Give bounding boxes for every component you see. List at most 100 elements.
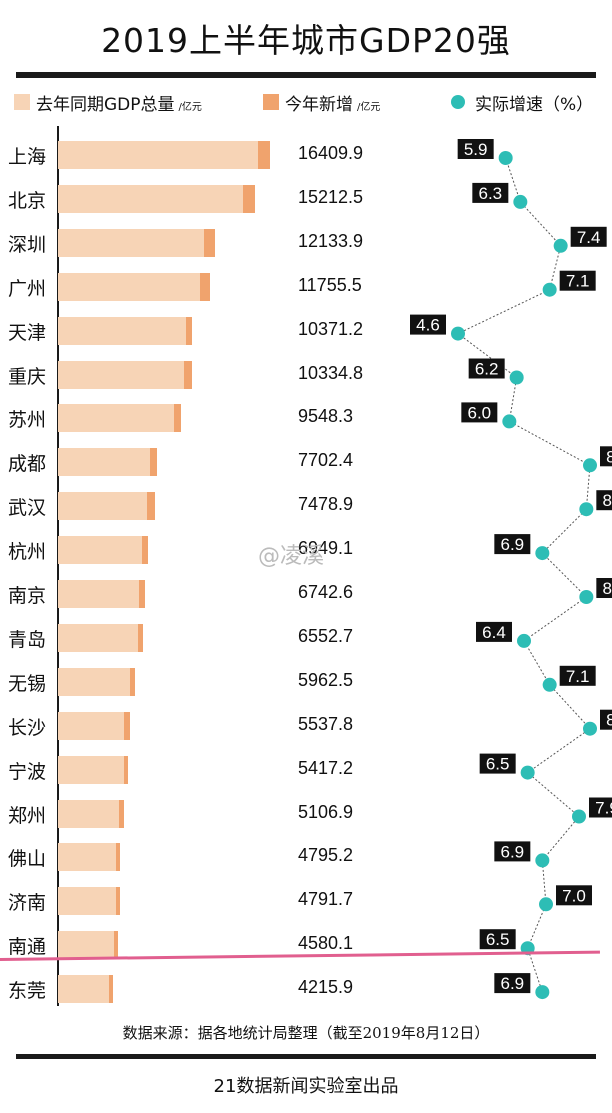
chart-row: 济南 4791.7 <box>0 879 612 923</box>
bar-prev-year <box>58 711 125 740</box>
watermark: @凌溪 <box>258 544 325 569</box>
growth-rate-label: 7.0 <box>562 886 586 905</box>
category-label: 北京 <box>8 189 47 212</box>
gdp-value-label: 5537.8 <box>298 713 354 734</box>
category-label: 济南 <box>8 892 47 915</box>
chart-row: 苏州 9548.3 <box>0 396 612 440</box>
legend-swatch-prev <box>14 94 30 110</box>
growth-rate-label-box <box>461 402 498 423</box>
growth-rate-label: 8.2 <box>606 711 612 730</box>
bar-prev-year <box>58 184 243 213</box>
growth-rate-point <box>498 151 513 165</box>
growth-rate-label-box <box>494 841 531 862</box>
growth-rate-label: 6.5 <box>486 930 510 949</box>
gdp-value-label: 15212.5 <box>298 186 364 207</box>
category-label: 郑州 <box>8 804 47 827</box>
bar-new-increase <box>141 536 148 565</box>
bar-prev-year <box>58 580 139 608</box>
growth-rate-label-box <box>559 665 596 686</box>
growth-rate-point <box>553 238 568 253</box>
category-label: 苏州 <box>8 409 47 432</box>
growth-rate-point <box>579 502 594 517</box>
bar-new-increase <box>203 228 215 257</box>
gdp-value-label: 9548.3 <box>298 406 354 427</box>
gdp-value-label: 7478.9 <box>298 494 354 515</box>
category-label: 南通 <box>8 936 47 959</box>
growth-rate-label-box <box>472 182 509 203</box>
bar-new-increase <box>113 931 118 960</box>
bar-prev-year <box>58 755 124 784</box>
gdp-value-label: 7702.4 <box>298 450 354 471</box>
bar-new-increase <box>186 316 192 345</box>
growth-rate-point <box>572 809 586 824</box>
chart-row: 杭州 6949.1 <box>0 528 612 572</box>
legend-item-new: 今年新增/亿元 <box>285 95 381 115</box>
gdp-value-label: 4580.1 <box>298 933 354 954</box>
bar-new-increase <box>174 404 182 433</box>
growth-rate-point <box>542 677 557 692</box>
growth-rate-label-box <box>494 534 531 555</box>
growth-rate-label-box <box>457 139 494 159</box>
bar-prev-year <box>58 316 187 345</box>
growth-rate-point <box>451 326 465 341</box>
growth-rate-label: 7.9 <box>595 799 612 818</box>
gdp-value-label: 10371.2 <box>298 318 364 339</box>
bar-new-increase <box>149 448 158 477</box>
bar-prev-year <box>58 843 116 872</box>
bar-new-increase <box>115 843 120 872</box>
category-label: 上海 <box>8 146 47 168</box>
growth-rate-line <box>457 157 591 993</box>
growth-rate-label: 6.0 <box>468 403 492 422</box>
bar-new-increase <box>258 141 270 169</box>
category-label: 武汉 <box>8 497 47 520</box>
growth-rate-label-box <box>570 226 607 247</box>
growth-rate-label-box <box>476 621 512 642</box>
chart-row: 深圳 12133.9 <box>0 221 612 265</box>
growth-rate-point <box>509 370 524 385</box>
category-axis <box>57 126 59 1006</box>
chart-row: 郑州 5106.9 <box>0 792 612 836</box>
category-label: 佛山 <box>8 848 47 871</box>
gdp-value-label: 4795.2 <box>298 845 354 866</box>
gdp-value-label: 5417.2 <box>298 757 354 778</box>
growth-rate-label-box <box>596 578 612 598</box>
category-label: 杭州 <box>8 541 47 564</box>
growth-rate-label: 6.3 <box>479 184 503 203</box>
bar-prev-year <box>58 931 114 960</box>
bar-new-increase <box>129 667 136 696</box>
chart-row: 南京 6742.6 <box>0 572 612 616</box>
bar-prev-year <box>58 272 200 301</box>
growth-rate-label: 4.6 <box>416 316 440 335</box>
bar-prev-year <box>58 448 150 477</box>
legend-swatch-new <box>263 94 279 110</box>
growth-rate-label: 6.9 <box>501 842 525 861</box>
bar-prev-year <box>58 887 116 916</box>
bar-prev-year <box>58 404 175 433</box>
growth-rate-label: 7.4 <box>577 228 601 247</box>
gdp-value-label: 4791.7 <box>298 889 354 910</box>
growth-rate-label: 8.1 <box>603 579 612 598</box>
category-label: 深圳 <box>8 233 47 256</box>
bar-new-increase <box>199 272 210 301</box>
bar-new-increase <box>115 887 120 916</box>
chart-row: 成都 7702.4 <box>0 440 612 484</box>
bar-new-increase <box>108 975 113 1004</box>
chart-row: 天津 10371.2 <box>0 309 612 353</box>
growth-rate-point <box>520 765 535 780</box>
chart-row: 无锡 5962.5 <box>0 660 612 704</box>
category-label: 青岛 <box>8 628 47 651</box>
growth-rate-label-box <box>596 490 612 511</box>
growth-rate-label: 6.5 <box>486 755 510 774</box>
category-label: 广州 <box>8 277 47 300</box>
bar-new-increase <box>137 623 143 652</box>
category-label: 长沙 <box>8 716 47 739</box>
growth-rate-label: 6.9 <box>501 974 525 993</box>
chart-row: 上海 16409.9 <box>0 133 612 177</box>
legend-item-rate: 实际增速（%） <box>475 95 594 115</box>
growth-rate-label: 7.1 <box>566 667 590 686</box>
growth-rate-point <box>539 897 553 912</box>
category-label: 成都 <box>8 453 47 476</box>
growth-rate-label: 8.2 <box>606 447 612 466</box>
source-note: 数据来源：据各地统计局整理（截至2019年8月12日） <box>122 1024 490 1042</box>
